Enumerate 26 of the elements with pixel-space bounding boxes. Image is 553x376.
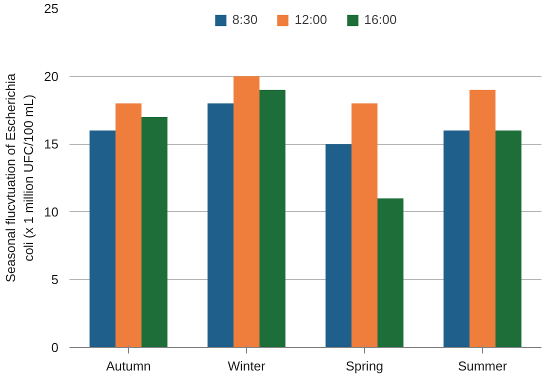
bar — [259, 90, 286, 348]
legend-label: 12:00 — [294, 12, 328, 27]
y-axis-title: Seasonal flucvtuation of Escherichia coli (x 1 million UFC/100 mL) — [3, 72, 36, 282]
bar — [208, 103, 234, 348]
x-tick-label: Autumn — [106, 358, 151, 374]
legend-label: 16:00 — [364, 12, 397, 27]
y-tick-label: 15 — [44, 136, 59, 152]
y-tick-label: 20 — [44, 68, 59, 84]
x-tick-label: Winter — [228, 358, 266, 374]
bar — [326, 144, 352, 348]
bar — [234, 76, 260, 348]
x-tick-label: Spring — [346, 358, 384, 374]
bar — [90, 130, 116, 348]
y-tick-label: 0 — [51, 340, 59, 355]
bar — [141, 116, 168, 348]
legend-label: 8:30 — [232, 12, 258, 27]
y-tick-label: 25 — [44, 1, 59, 16]
bar — [377, 198, 404, 348]
x-tick-label: Summer — [458, 358, 508, 374]
bar — [116, 103, 142, 348]
bar — [470, 90, 496, 348]
bar — [444, 130, 470, 348]
y-tick-label: 5 — [51, 272, 59, 288]
y-tick-label: 10 — [44, 204, 59, 220]
bar — [495, 130, 522, 348]
bar — [352, 103, 378, 348]
